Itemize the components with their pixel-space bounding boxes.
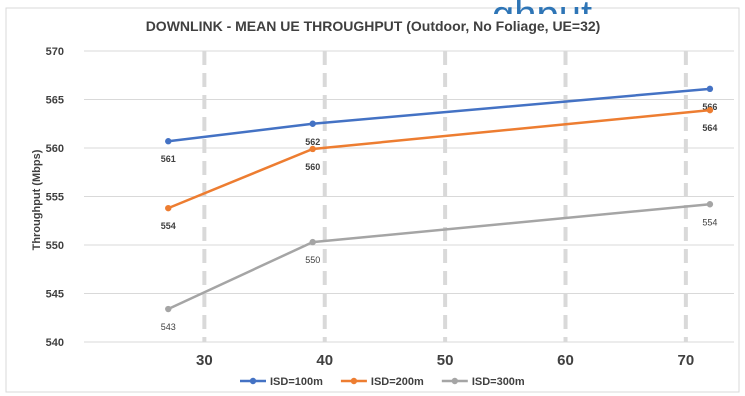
legend: ISD=100m ISD=200m ISD=300m bbox=[240, 376, 525, 388]
data-point bbox=[165, 204, 172, 212]
data-label: 564 bbox=[702, 123, 717, 133]
y-tick-label: 550 bbox=[46, 240, 64, 252]
legend-item: ISD=100m bbox=[240, 376, 323, 388]
data-point bbox=[309, 238, 316, 246]
data-label: 560 bbox=[305, 162, 320, 172]
y-tick-label: 545 bbox=[46, 289, 64, 301]
chart-frame bbox=[5, 7, 740, 393]
series-ISD=100m: 561 562 566 bbox=[161, 85, 717, 164]
data-point bbox=[309, 145, 316, 153]
legend-swatch-marker bbox=[249, 377, 257, 385]
legend-swatch-marker bbox=[451, 377, 459, 385]
data-point bbox=[309, 120, 316, 127]
data-label: 554 bbox=[161, 221, 176, 231]
data-label: 550 bbox=[305, 255, 320, 265]
y-tick-labels: 540 545 550 555 560 565 570 bbox=[46, 46, 64, 349]
data-point bbox=[165, 305, 172, 313]
x-tick-label: 40 bbox=[316, 352, 333, 369]
legend-item: ISD=300m bbox=[441, 376, 525, 388]
data-label: 562 bbox=[305, 137, 320, 147]
legend-item: ISD=200m bbox=[340, 376, 424, 388]
data-point bbox=[706, 85, 714, 93]
series-ISD=200m: 554 560 564 bbox=[161, 106, 717, 231]
data-point bbox=[706, 106, 714, 114]
legend-label: ISD=100m bbox=[270, 376, 323, 388]
chart-title: DOWNLINK - MEAN UE THROUGHPUT (Outdoor, … bbox=[146, 18, 601, 34]
data-label: 554 bbox=[702, 217, 717, 227]
y-tick-label: 565 bbox=[46, 95, 64, 107]
y-tick-label: 555 bbox=[46, 192, 64, 204]
x-tick-label: 60 bbox=[557, 352, 574, 369]
data-point bbox=[165, 138, 172, 145]
series-layer: 561 562 566 554 560 564 543 550 554 bbox=[161, 85, 717, 332]
legend-label: ISD=200m bbox=[371, 376, 424, 388]
x-tick-label: 50 bbox=[437, 352, 454, 369]
background-title: ghput bbox=[492, 0, 592, 37]
x-tick-label: 70 bbox=[678, 352, 695, 369]
y-tick-label: 540 bbox=[46, 337, 64, 349]
data-label: 561 bbox=[161, 154, 176, 164]
data-label: 566 bbox=[702, 102, 717, 112]
y-tick-label: 560 bbox=[46, 143, 64, 155]
legend-swatch-marker bbox=[350, 377, 358, 385]
legend-label: ISD=300m bbox=[472, 376, 525, 388]
data-label: 543 bbox=[161, 322, 176, 332]
horizontal-gridlines bbox=[84, 50, 734, 343]
data-point bbox=[706, 201, 714, 208]
x-tick-labels: 30 40 50 60 70 bbox=[196, 352, 694, 369]
series-ISD=300m: 543 550 554 bbox=[161, 201, 717, 332]
background-title-crop: ghput bbox=[492, 0, 592, 37]
x-tick-label: 30 bbox=[196, 352, 213, 369]
y-tick-label: 570 bbox=[46, 46, 64, 58]
y-axis-label: Throughput (Mbps) bbox=[31, 149, 43, 250]
